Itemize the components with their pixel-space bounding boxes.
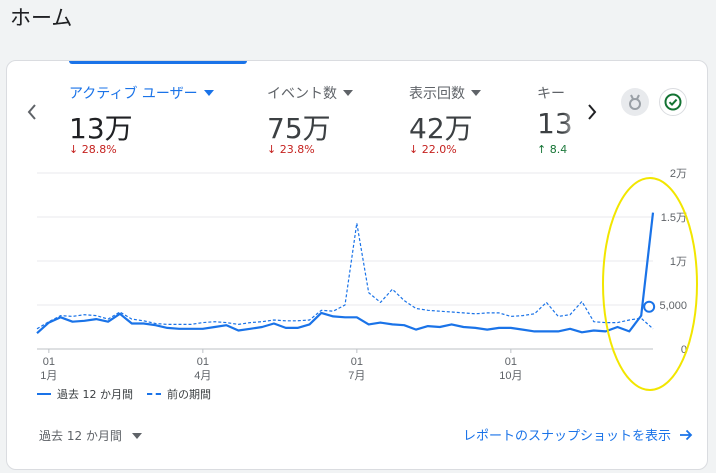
legend-item-previous: 前の期間 xyxy=(147,386,211,402)
chevron-right-icon[interactable] xyxy=(581,99,603,125)
metric-delta: ↓ 28.8% xyxy=(69,143,117,156)
line-chart: 0 5,000 1万 1.5万 2万 01 1月 01 4月 01 7月 01 10月 xyxy=(7,161,707,411)
caret-down-icon xyxy=(131,432,142,439)
view-report-snapshot-link[interactable]: レポートのスナップショットを表示 xyxy=(463,425,693,444)
metric-active-users[interactable]: アクティブ ユーザー 13万 ↓ 28.8% xyxy=(69,83,214,163)
dashed-line-icon xyxy=(147,393,161,395)
y-tick-label: 2万 xyxy=(670,168,687,180)
chevron-left-icon[interactable] xyxy=(21,99,43,125)
metric-label: 表示回数 xyxy=(409,86,465,102)
chart-svg: 0 5,000 1万 1.5万 2万 01 1月 01 4月 01 7月 01 10月 xyxy=(36,168,698,391)
highlight-ellipse xyxy=(602,177,698,391)
overview-card: アクティブ ユーザー 13万 ↓ 28.8% イベント数 75万 ↓ 23.8%… xyxy=(6,60,708,470)
solid-line-icon xyxy=(37,393,51,395)
metric-value: 13万 xyxy=(69,112,133,145)
metric-value: 42万 xyxy=(409,112,473,145)
period-dropdown[interactable]: 過去 12 か月間 xyxy=(39,427,142,444)
arrow-down-icon: ↓ xyxy=(69,143,79,156)
metric-event-count[interactable]: イベント数 75万 ↓ 23.8% xyxy=(267,83,353,163)
arrow-up-icon: ↑ xyxy=(537,143,547,156)
arrow-down-icon: ↓ xyxy=(409,143,419,156)
hover-point-marker xyxy=(643,300,656,313)
y-tick-label: 1万 xyxy=(670,256,687,268)
period-label: 過去 12 か月間 xyxy=(39,429,122,443)
arrow-right-icon xyxy=(680,429,693,440)
active-tab-indicator xyxy=(69,61,247,64)
x-tick-month: 4月 xyxy=(194,370,211,382)
x-tick-month: 7月 xyxy=(348,370,365,382)
metric-delta: ↑ 8.4 xyxy=(537,143,568,156)
series-previous-period xyxy=(36,222,654,330)
y-tick-label: 1.5万 xyxy=(661,212,687,224)
x-tick-day: 01 xyxy=(351,356,363,368)
metric-value: 75万 xyxy=(267,112,331,145)
x-tick-day: 01 xyxy=(197,356,209,368)
x-tick-month: 1月 xyxy=(40,370,57,382)
metric-label: キー xyxy=(537,86,565,102)
chart-legend: 過去 12 か月間 前の期間 xyxy=(37,386,211,402)
caret-down-icon xyxy=(343,90,353,96)
x-tick-month: 10月 xyxy=(499,370,522,382)
y-tick-label: 0 xyxy=(681,344,687,356)
x-tick-day: 01 xyxy=(43,356,55,368)
caret-down-icon xyxy=(203,90,214,96)
metric-delta: ↓ 22.0% xyxy=(409,143,457,156)
metric-fade xyxy=(563,79,581,169)
caret-down-icon xyxy=(471,90,481,96)
series-current-period xyxy=(36,212,655,335)
legend-item-current: 過去 12 か月間 xyxy=(37,386,133,402)
x-tick-day: 01 xyxy=(505,356,517,368)
metric-label: イベント数 xyxy=(267,86,337,102)
arrow-down-icon: ↓ xyxy=(267,143,277,156)
insights-icon[interactable] xyxy=(621,88,649,116)
check-circle-icon[interactable] xyxy=(659,88,687,116)
metric-label: アクティブ ユーザー xyxy=(69,86,198,102)
metric-delta: ↓ 23.8% xyxy=(267,143,315,156)
page-title: ホーム xyxy=(10,6,73,30)
metric-views[interactable]: 表示回数 42万 ↓ 22.0% xyxy=(409,83,481,163)
y-tick-label: 5,000 xyxy=(659,300,687,312)
